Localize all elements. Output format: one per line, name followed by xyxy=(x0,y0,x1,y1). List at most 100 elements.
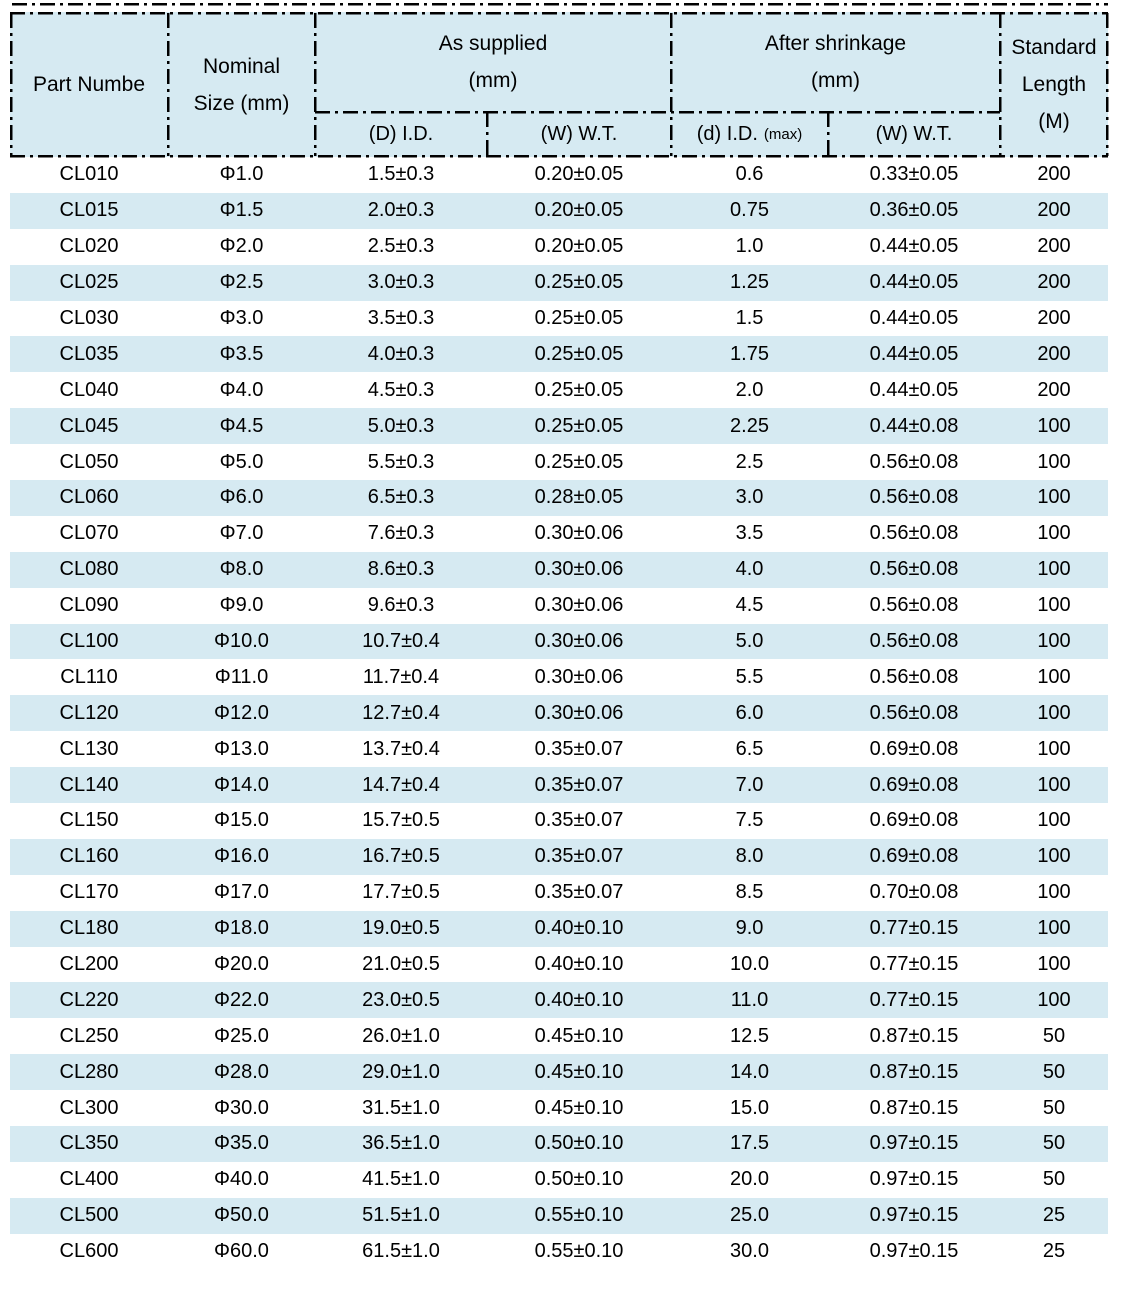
table-row: CL200 Φ20.0 21.0±0.5 0.40±0.10 10.0 0.77±0.15… xyxy=(10,947,1108,983)
table-cell: 2.0±0.3 xyxy=(367,199,435,222)
table-cell: Φ2.5 xyxy=(219,271,264,294)
table-row: CL250 Φ25.0 26.0±1.0 0.45±0.10 12.5 0.87±0.15… xyxy=(10,1018,1108,1054)
table-cell: 0.87±0.15 xyxy=(869,1024,959,1047)
table-cell: Φ1.0 xyxy=(219,163,264,186)
table-cell: 0.45±0.10 xyxy=(534,1024,624,1047)
table-cell: Φ2.0 xyxy=(219,235,264,258)
table-cell: 200 xyxy=(1037,342,1071,365)
table-row: CL040 Φ4.0 4.5±0.3 0.25±0.05 2.0 0.44±0.05 200 xyxy=(10,372,1108,408)
table-cell: 8.6±0.3 xyxy=(367,558,435,581)
table-cell: CL400 xyxy=(59,1168,119,1191)
table-cell: 0.30±0.06 xyxy=(534,630,624,653)
table-header: Part Numbe Nominal Size (mm) As supplied… xyxy=(0,0,1126,160)
table-cell: CL010 xyxy=(59,163,119,186)
table-cell: 1.5±0.3 xyxy=(367,163,435,186)
table-cell: 0.40±0.10 xyxy=(534,953,624,976)
table-cell: 1.0 xyxy=(735,235,764,258)
table-row: CL300 Φ30.0 31.5±1.0 0.45±0.10 15.0 0.87±0.15… xyxy=(10,1090,1108,1126)
table-cell: Φ20.0 xyxy=(214,953,269,976)
table-cell: 0.69±0.08 xyxy=(869,737,959,760)
subheader-supplied-wt-label: (W) W.T. xyxy=(540,123,618,145)
table-cell: 12.7±0.4 xyxy=(362,701,440,724)
table-cell: 100 xyxy=(1037,701,1071,724)
table-cell: CL130 xyxy=(59,737,119,760)
table-row: CL130 Φ13.0 13.7±0.4 0.35±0.07 6.5 0.69±0.08 1… xyxy=(10,731,1108,767)
table-cell: Φ1.5 xyxy=(219,199,264,222)
table-cell: 11.0 xyxy=(730,988,769,1011)
table-cell: CL020 xyxy=(59,235,119,258)
table-cell: 1.5 xyxy=(735,307,764,329)
table-cell: 0.35±0.07 xyxy=(534,809,624,832)
table-cell: Φ28.0 xyxy=(214,1060,269,1083)
table-cell: 50 xyxy=(1042,1132,1066,1155)
table-row: CL010 Φ1.0 1.5±0.3 0.20±0.05 0.6 0.33±0.05 200 xyxy=(10,157,1108,193)
table-cell: Φ25.0 xyxy=(214,1024,269,1047)
table-cell: 2.25 xyxy=(730,414,769,437)
table-cell: CL160 xyxy=(59,845,119,868)
table-cell: 14.7±0.4 xyxy=(362,773,440,796)
table-cell: 100 xyxy=(1037,917,1071,940)
table-cell: 100 xyxy=(1037,773,1071,796)
table-cell: Φ8.0 xyxy=(219,558,264,581)
table-cell: 0.55±0.10 xyxy=(534,1204,624,1227)
table-row: CL110 Φ11.0 11.7±0.4 0.30±0.06 5.5 0.56±0.08 1… xyxy=(10,659,1108,695)
table-cell: 0.56±0.08 xyxy=(869,450,959,473)
table-row: CL280 Φ28.0 29.0±1.0 0.45±0.10 14.0 0.87±0.15… xyxy=(10,1054,1108,1091)
table-cell: 0.56±0.08 xyxy=(869,558,959,581)
table-cell: 0.77±0.15 xyxy=(869,988,959,1011)
table-cell: 0.69±0.08 xyxy=(869,773,959,796)
table-cell: 0.30±0.06 xyxy=(534,594,624,617)
table-cell: 100 xyxy=(1037,988,1071,1011)
table-cell: CL200 xyxy=(59,953,119,976)
table-row: CL025 Φ2.5 3.0±0.3 0.25±0.05 1.25 0.44±0.05 20… xyxy=(10,264,1108,301)
table-cell: Φ3.5 xyxy=(219,342,264,365)
table-row: CL030 Φ3.0 3.5±0.3 0.25±0.05 1.5 0.44±0.05 200 xyxy=(10,301,1108,337)
table-cell: 25.0 xyxy=(730,1204,769,1227)
table-cell: 0.50±0.10 xyxy=(534,1168,624,1191)
table-cell: Φ40.0 xyxy=(214,1168,269,1191)
table-cell: Φ12.0 xyxy=(214,701,269,724)
table-cell: Φ4.5 xyxy=(219,414,264,437)
subheader-supplied-id-label: (D) I.D. xyxy=(368,123,434,145)
table-cell: 0.30±0.06 xyxy=(534,558,624,581)
table-cell: Φ60.0 xyxy=(214,1240,269,1263)
table-row: CL500 Φ50.0 51.5±1.0 0.55±0.10 25.0 0.97±0.15… xyxy=(10,1197,1108,1234)
table-cell: 61.5±1.0 xyxy=(362,1240,440,1263)
table-cell: 0.75 xyxy=(730,199,769,222)
table-cell: CL220 xyxy=(59,988,119,1011)
table-row: CL080 Φ8.0 8.6±0.3 0.30±0.06 4.0 0.56±0.08 100 xyxy=(10,551,1108,588)
table-cell: 0.69±0.08 xyxy=(869,809,959,832)
table-cell: 0.36±0.05 xyxy=(869,199,959,222)
table-cell: Φ11.0 xyxy=(214,665,269,688)
table-cell: 0.70±0.08 xyxy=(869,881,959,904)
header-as-supplied-group: As supplied (mm) xyxy=(315,12,671,112)
table-row: CL220 Φ22.0 23.0±0.5 0.40±0.10 11.0 0.77±0.15… xyxy=(10,982,1108,1019)
table-cell: 0.56±0.08 xyxy=(869,630,959,653)
table-cell: 0.25±0.05 xyxy=(534,378,624,401)
table-cell: 6.0 xyxy=(735,701,764,724)
table-cell: Φ18.0 xyxy=(214,917,269,940)
table-cell: 200 xyxy=(1037,235,1071,258)
table-cell: Φ17.0 xyxy=(214,881,269,904)
table-cell: 0.97±0.15 xyxy=(869,1240,959,1263)
table-row: CL090 Φ9.0 9.6±0.3 0.30±0.06 4.5 0.56±0.08 100 xyxy=(10,588,1108,624)
table-cell: 31.5±1.0 xyxy=(362,1096,440,1119)
table-cell: 0.44±0.05 xyxy=(869,307,959,329)
table-cell: 3.5 xyxy=(735,522,764,545)
subheader-shrink-id: (d) I.D. (max) xyxy=(671,112,828,157)
table-cell: CL040 xyxy=(59,378,119,401)
table-cell: 0.44±0.05 xyxy=(869,342,959,365)
table-cell: Φ5.0 xyxy=(219,450,264,473)
header-part-number-label: Part Numbe xyxy=(32,73,146,96)
table-cell: 200 xyxy=(1037,307,1071,329)
header-nominal-line1: Nominal xyxy=(202,54,281,78)
table-cell: 0.69±0.08 xyxy=(869,845,959,868)
table-cell: 0.35±0.07 xyxy=(534,773,624,796)
table-cell: 17.5 xyxy=(730,1132,769,1155)
table-cell: CL280 xyxy=(59,1060,119,1083)
table-cell: 19.0±0.5 xyxy=(362,917,440,940)
table-cell: 200 xyxy=(1037,271,1071,294)
subheader-shrink-id-label: (d) I.D. xyxy=(696,123,758,145)
table-cell: 0.25±0.05 xyxy=(534,450,624,473)
table-cell: 0.77±0.15 xyxy=(869,917,959,940)
